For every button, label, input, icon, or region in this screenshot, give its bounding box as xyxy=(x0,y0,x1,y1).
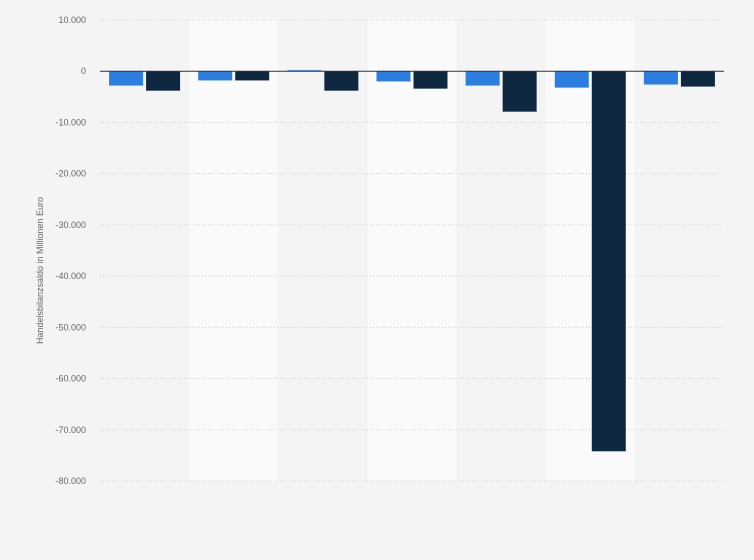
y-tick-label: -80.000 xyxy=(55,476,86,486)
y-tick-label: -50.000 xyxy=(55,322,86,332)
category-band-4 xyxy=(367,18,457,481)
bar-series-1-group-5 xyxy=(465,71,500,86)
bar-series-2-group-7 xyxy=(680,71,715,87)
y-axis-label: Handelsbilanzsaldo in Millionen Euro xyxy=(35,197,45,344)
category-band-3 xyxy=(278,18,368,481)
y-tick-label: -60.000 xyxy=(55,374,86,384)
bar-series-1-group-4 xyxy=(376,71,411,82)
bar-series-2-group-1 xyxy=(146,71,181,91)
y-tick-label: -10.000 xyxy=(55,117,86,127)
category-band-2 xyxy=(189,18,279,481)
category-band-7 xyxy=(634,18,724,481)
bars xyxy=(109,70,715,452)
bar-series-1-group-2 xyxy=(198,71,233,81)
y-tick-label: -30.000 xyxy=(55,220,86,230)
bar-series-2-group-6 xyxy=(591,71,626,452)
bar-series-2-group-3 xyxy=(324,71,359,91)
y-tick-label: -40.000 xyxy=(55,271,86,281)
bar-series-2-group-4 xyxy=(413,71,448,89)
bar-series-1-group-1 xyxy=(109,71,144,86)
y-tick-label: -70.000 xyxy=(55,425,86,435)
y-tick-label: 0 xyxy=(81,66,86,76)
y-axis-ticks: 10.000 0 -10.000 -20.000 -30.000 -40.000 -50.0… xyxy=(55,15,86,486)
bar-series-1-group-7 xyxy=(643,71,678,85)
background-bands xyxy=(100,18,724,481)
y-tick-label: 10.000 xyxy=(58,15,86,25)
y-tick-label: -20.000 xyxy=(55,169,86,179)
bar-series-2-group-5 xyxy=(502,71,537,112)
bar-series-1-group-6 xyxy=(554,71,589,88)
category-band-1 xyxy=(100,18,190,481)
bar-series-2-group-2 xyxy=(235,71,270,81)
bar-series-1-group-3 xyxy=(287,70,322,72)
